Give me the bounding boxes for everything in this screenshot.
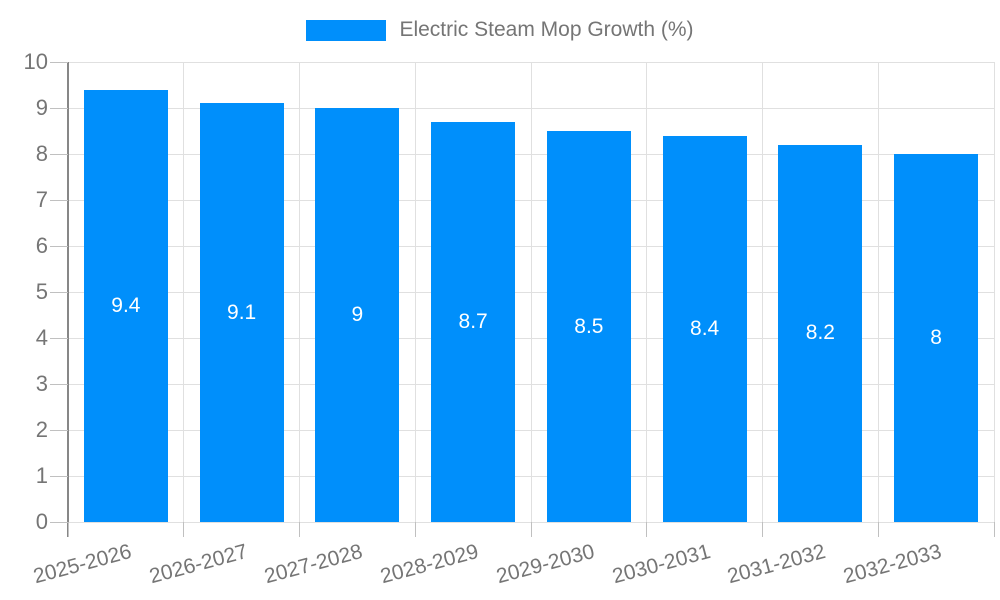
y-axis-tick: [50, 61, 68, 63]
gridline-vertical: [414, 62, 416, 522]
x-axis-tick: [299, 522, 300, 537]
y-axis-tick: [50, 199, 68, 201]
x-axis-tick: [67, 522, 69, 537]
x-axis-label: 2029-2030: [493, 540, 597, 589]
y-axis-label: 10: [23, 49, 48, 74]
x-axis-label: 2026-2027: [146, 540, 250, 589]
y-axis-line: [67, 62, 69, 537]
bar[interactable]: 8: [894, 154, 979, 522]
y-axis-label: 4: [35, 325, 48, 350]
gridline-vertical: [530, 62, 532, 522]
plot-area: 9.4 9.1 9 8.7 8.5 8.4 8.2 8: [68, 61, 995, 523]
x-axis-tick: [762, 522, 763, 537]
x-axis-label: 2025-2026: [30, 540, 134, 589]
bar[interactable]: 9.1: [199, 103, 284, 522]
y-axis-tick: [50, 107, 68, 109]
x-axis-label: 2028-2029: [378, 540, 482, 589]
y-axis-label: 5: [35, 279, 48, 304]
gridline-vertical: [183, 62, 185, 522]
bar-value-label: 8: [930, 326, 942, 349]
bar-value-label: 9.4: [111, 293, 141, 317]
x-axis-tick: [414, 522, 416, 537]
y-axis-tick: [50, 475, 68, 477]
x-axis-label: 2031-2032: [725, 540, 829, 589]
y-axis-tick: [50, 291, 68, 293]
x-axis-label: 2032-2033: [841, 540, 945, 589]
bar-value-label: 9: [351, 303, 364, 326]
bar-value-label: 8.4: [690, 316, 720, 340]
y-axis-tick: [50, 337, 68, 339]
bar-value-label: 8.5: [574, 314, 604, 338]
y-axis-label: 7: [35, 187, 48, 212]
bar-value-label: 8.2: [805, 321, 835, 345]
y-axis-tick: [50, 429, 68, 431]
x-axis-tick: [646, 522, 648, 537]
bar[interactable]: 8.5: [546, 131, 631, 522]
x-axis-tick: [877, 522, 879, 537]
y-axis-tick: [50, 521, 68, 523]
gridline-vertical: [762, 62, 763, 522]
gridline-vertical: [299, 62, 300, 522]
bar[interactable]: 8.4: [662, 135, 747, 522]
y-axis-label: 0: [35, 509, 48, 534]
gridline-vertical: [993, 62, 995, 522]
y-axis-label: 1: [35, 463, 48, 488]
bar[interactable]: 8.7: [431, 121, 516, 522]
legend-swatch: [306, 19, 387, 41]
x-axis-tick: [530, 522, 532, 537]
bar-value-label: 9.1: [227, 300, 257, 324]
y-axis-label: 9: [35, 95, 48, 120]
gridline-vertical: [646, 62, 648, 522]
bar[interactable]: 9.4: [83, 89, 168, 522]
x-axis-tick: [183, 522, 185, 537]
y-axis-label: 3: [35, 371, 48, 396]
y-axis-label: 6: [35, 233, 48, 258]
y-axis-tick: [50, 245, 68, 247]
bar[interactable]: 9: [315, 108, 400, 522]
y-axis-tick: [50, 153, 68, 155]
x-axis-label: 2027-2028: [262, 540, 366, 589]
y-axis-label: 8: [35, 141, 48, 166]
gridline-vertical: [877, 62, 879, 522]
y-axis-tick: [50, 383, 68, 385]
x-axis-label: 2030-2031: [609, 540, 713, 589]
bar[interactable]: 8.2: [778, 144, 863, 522]
legend[interactable]: Electric Steam Mop Growth (%): [0, 18, 1000, 42]
legend-label: Electric Steam Mop Growth (%): [399, 18, 694, 41]
x-axis-tick: [993, 522, 995, 537]
bar-value-label: 8.7: [458, 309, 488, 333]
y-axis-label: 2: [35, 417, 48, 442]
